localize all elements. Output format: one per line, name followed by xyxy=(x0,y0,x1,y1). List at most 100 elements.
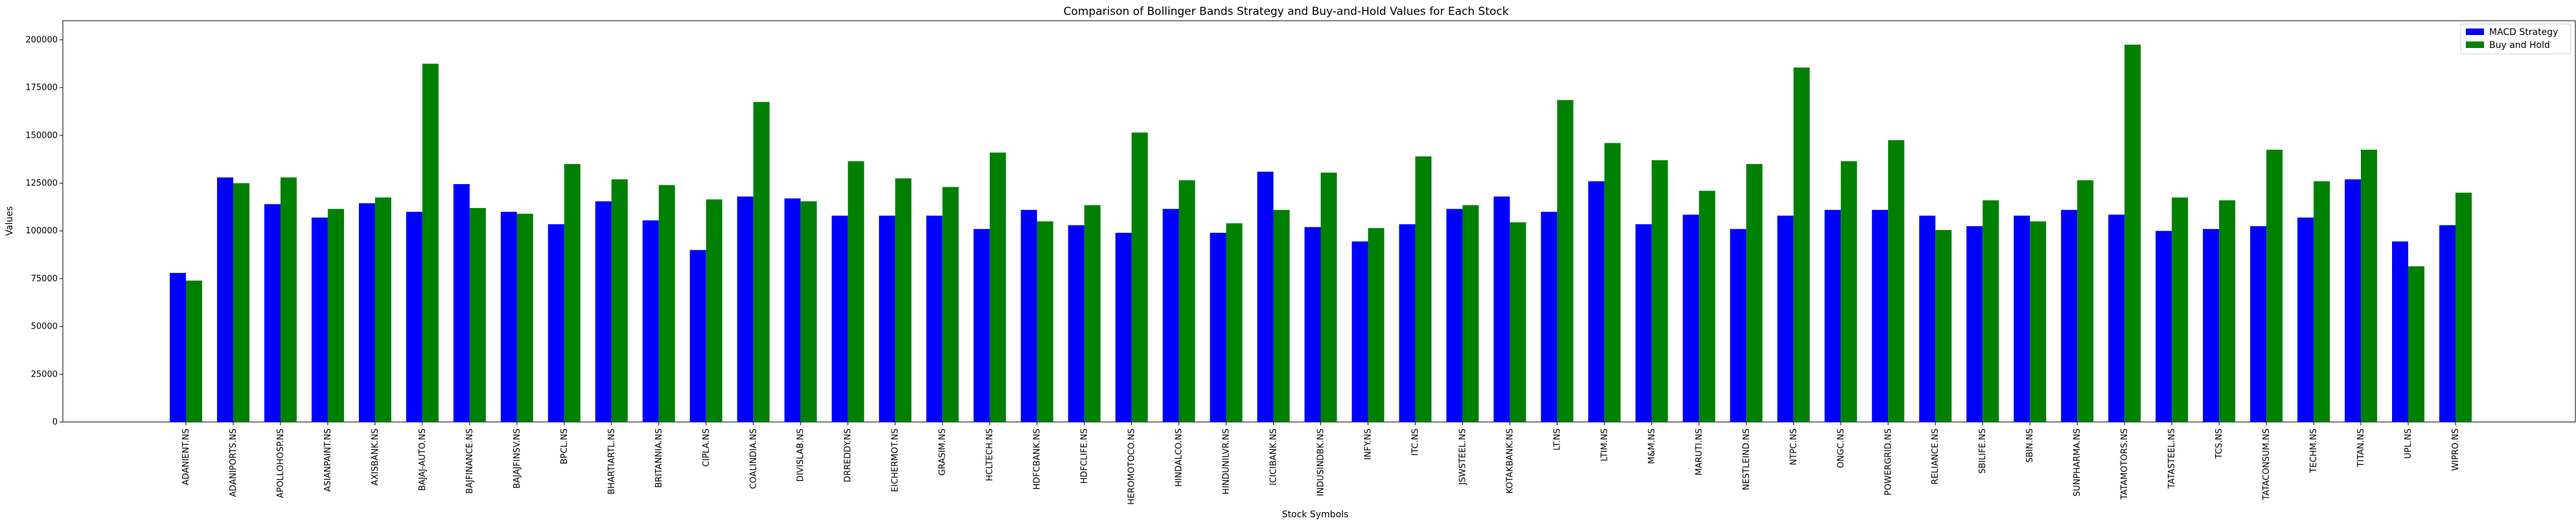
x-tick-label: TATASTEEL.NS xyxy=(2167,428,2177,489)
bar-buy-and-hold xyxy=(2077,180,2094,422)
y-tick-label: 200000 xyxy=(25,35,58,45)
bar-buy-and-hold xyxy=(1415,156,1432,422)
bar-macd-strategy xyxy=(2439,225,2455,422)
bar-macd-strategy xyxy=(737,196,753,422)
y-tick-label: 175000 xyxy=(25,83,58,93)
x-tick-label: HDFCLIFE.NS xyxy=(1080,428,1090,484)
y-axis: 0 25000 50000 75000 100000 125000 150000 175000… xyxy=(25,35,63,427)
bar-macd-strategy xyxy=(1399,224,1416,422)
bar-buy-and-hold xyxy=(1746,164,1763,423)
x-tick-label: INDUSINDBK.NS xyxy=(1317,428,1326,496)
bar-macd-strategy xyxy=(2250,226,2267,422)
y-axis-title: Values xyxy=(5,206,15,236)
y-tick-label: 125000 xyxy=(25,179,58,189)
bar-buy-and-hold xyxy=(1983,200,1999,422)
bar-macd-strategy xyxy=(170,273,186,422)
x-axis: ADANIENT.NS ADANIPORTS.NS APOLLOHOSP.NS ASI… xyxy=(181,422,2461,505)
legend-label: MACD Strategy xyxy=(2489,27,2558,38)
y-tick-label: 25000 xyxy=(31,369,58,379)
x-tick-label: BAJAJFINSV.NS xyxy=(512,428,522,489)
x-tick-label: AXISBANK.NS xyxy=(371,428,380,486)
bar-buy-and-hold xyxy=(1179,180,1195,422)
bar-macd-strategy xyxy=(1068,225,1085,422)
y-tick-label: 150000 xyxy=(25,131,58,141)
bar-buy-and-hold xyxy=(2266,149,2283,422)
x-tick-label: NESTLEIND.NS xyxy=(1742,428,1751,490)
x-tick-label: TATAMOTORS.NS xyxy=(2120,428,2130,500)
bar-buy-and-hold xyxy=(847,161,864,422)
bar-buy-and-hold xyxy=(1699,191,1716,422)
bar-buy-and-hold xyxy=(1651,160,1668,422)
x-tick-label: SBILIFE.NS xyxy=(1978,428,1988,474)
bar-buy-and-hold xyxy=(1368,228,1385,422)
bar-buy-and-hold xyxy=(706,199,722,422)
x-tick-label: TCS.NS xyxy=(2214,428,2224,460)
x-tick-label: ONGC.NS xyxy=(1836,428,1846,468)
x-tick-label: BHARTIARTL.NS xyxy=(607,428,617,495)
x-tick-label: M&M.NS xyxy=(1647,428,1657,464)
bar-macd-strategy xyxy=(1115,233,1132,422)
x-tick-label: WIPRO.NS xyxy=(2451,428,2461,471)
x-tick-label: SBIN.NS xyxy=(2025,428,2035,463)
x-tick-label: ICICIBANK.NS xyxy=(1269,428,1279,486)
bar-buy-and-hold xyxy=(1084,205,1101,422)
bar-buy-and-hold xyxy=(1793,67,1810,422)
bar-buy-and-hold xyxy=(942,187,959,422)
bar-buy-and-hold xyxy=(2219,200,2236,422)
bar-macd-strategy xyxy=(2203,229,2220,422)
bar-macd-strategy xyxy=(453,184,470,422)
bar-macd-strategy xyxy=(595,201,612,422)
bar-macd-strategy xyxy=(1541,211,1558,422)
bar-buy-and-hold xyxy=(1841,161,1857,422)
bar-buy-and-hold xyxy=(516,213,533,422)
bar-macd-strategy xyxy=(2061,209,2078,422)
y-tick-label: 75000 xyxy=(31,274,58,284)
x-tick-label: HDFCBANK.NS xyxy=(1033,428,1042,490)
bar-buy-and-hold xyxy=(374,197,391,422)
bar-macd-strategy xyxy=(689,250,706,422)
legend: MACD Strategy Buy and Hold xyxy=(2460,23,2571,54)
bar-buy-and-hold xyxy=(327,209,344,422)
x-tick-label: TECHM.NS xyxy=(2309,428,2319,473)
bar-macd-strategy xyxy=(831,215,848,422)
bar-macd-strategy xyxy=(1730,229,1747,422)
x-tick-label: SUNPHARMA.NS xyxy=(2073,428,2082,497)
bar-macd-strategy xyxy=(216,177,233,422)
x-tick-label: MARUTI.NS xyxy=(1694,428,1704,476)
bar-buy-and-hold xyxy=(658,185,675,422)
bar-buy-and-hold xyxy=(2124,44,2141,423)
x-tick-label: BRITANNIA.NS xyxy=(654,428,664,488)
chart-title: Comparison of Bollinger Bands Strategy a… xyxy=(1063,5,1508,18)
bar-buy-and-hold xyxy=(233,183,249,422)
legend-label: Buy and Hold xyxy=(2489,40,2550,51)
x-tick-label: LTIM.NS xyxy=(1600,428,1609,462)
bar-buy-and-hold xyxy=(1510,222,1526,422)
bar-buy-and-hold xyxy=(1935,229,1952,422)
bar-macd-strategy xyxy=(1919,215,1936,422)
bar-macd-strategy xyxy=(1683,215,1699,422)
bar-buy-and-hold xyxy=(800,201,817,422)
bar-macd-strategy xyxy=(1777,215,1794,422)
bar-macd-strategy xyxy=(547,224,564,422)
bar-macd-strategy xyxy=(1635,224,1652,422)
bar-buy-and-hold xyxy=(1226,223,1243,422)
x-tick-label: INFY.NS xyxy=(1363,428,1373,460)
bar-macd-strategy xyxy=(1257,171,1274,422)
bar-buy-and-hold xyxy=(422,64,439,423)
bar-buy-and-hold xyxy=(2030,221,2047,422)
bar-buy-and-hold xyxy=(1037,221,1053,422)
y-tick-label: 100000 xyxy=(25,226,58,236)
bar-buy-and-hold xyxy=(1888,140,1905,422)
bar-buy-and-hold xyxy=(895,178,912,422)
bar-macd-strategy xyxy=(1020,209,1037,422)
bar-buy-and-hold xyxy=(1462,205,1479,422)
x-tick-label: TATACONSUM.NS xyxy=(2262,428,2271,501)
x-axis-title: Stock Symbols xyxy=(1282,509,1349,520)
x-tick-label: BPCL.NS xyxy=(560,428,569,464)
bar-macd-strategy xyxy=(500,211,517,422)
x-tick-label: CIPLA.NS xyxy=(702,428,711,467)
bar-macd-strategy xyxy=(1588,181,1605,422)
bar-macd-strategy xyxy=(784,198,801,422)
x-tick-label: NTPC.NS xyxy=(1789,428,1799,465)
